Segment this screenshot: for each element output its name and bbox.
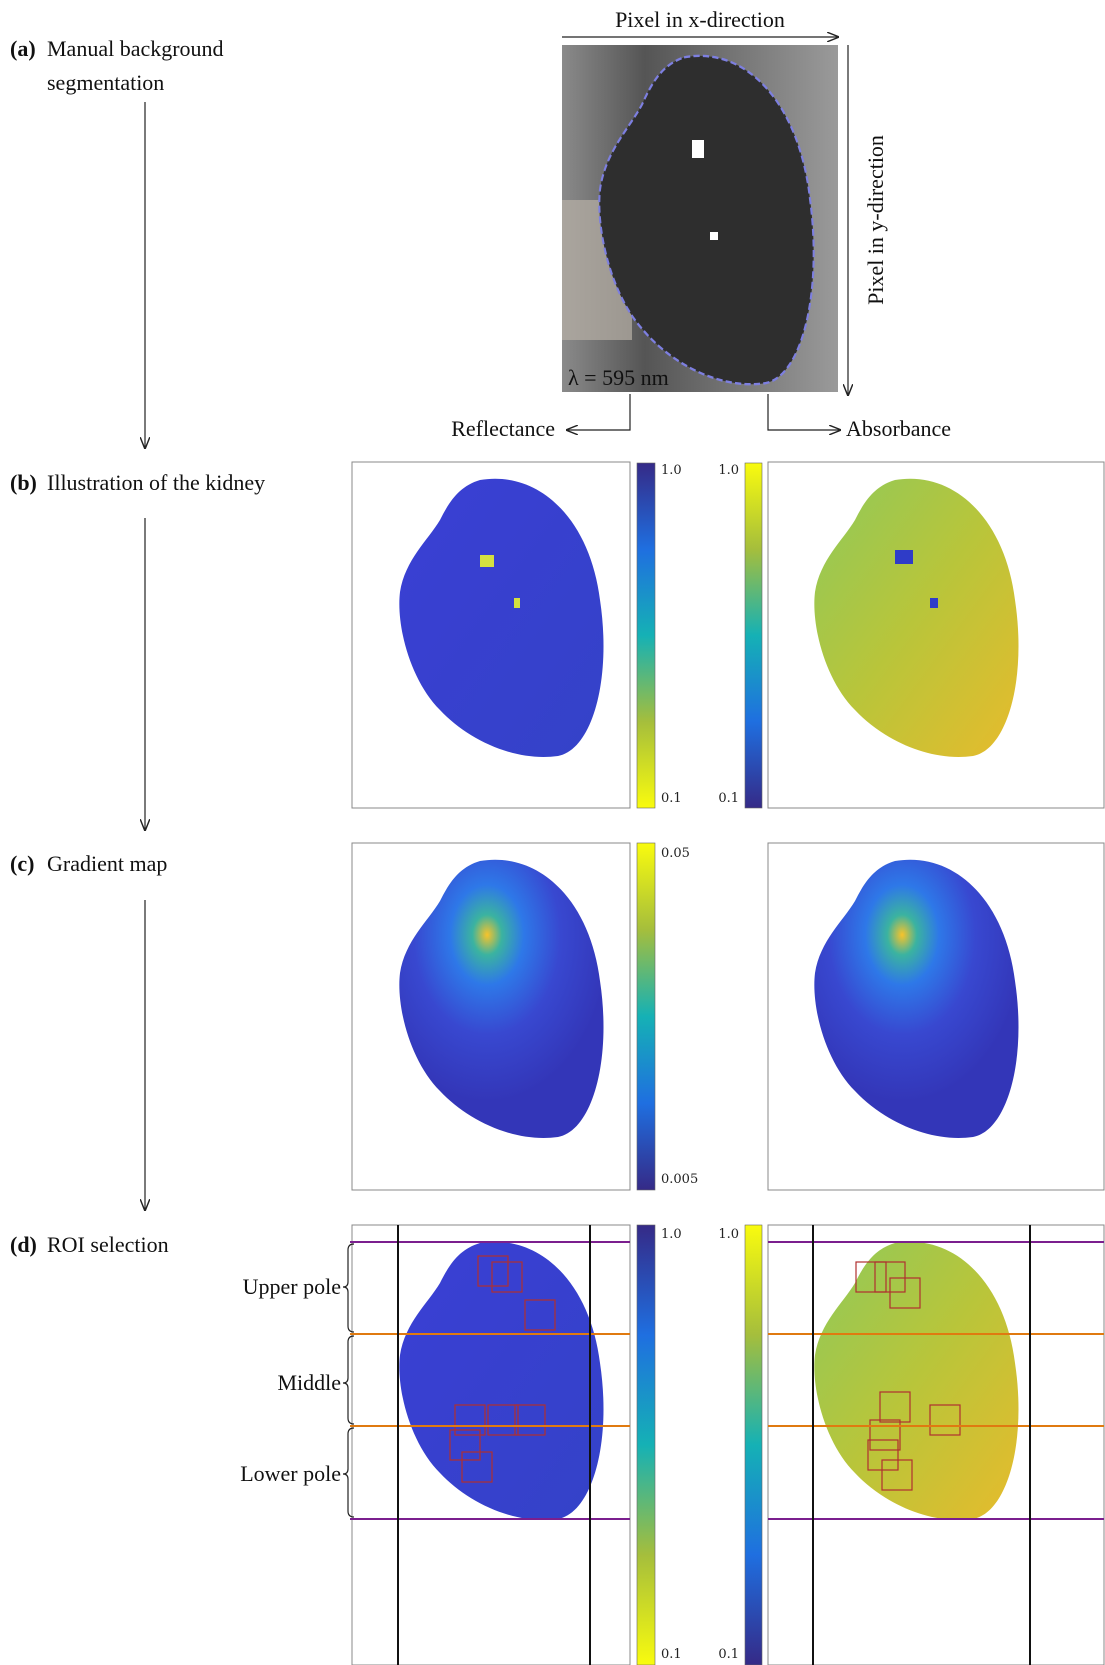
colorbar-tick: 0.05: [661, 846, 690, 861]
colorbar-tick: 1.0: [718, 1227, 739, 1242]
row-b: 1.0 0.1 1.0 0.1: [352, 462, 1104, 808]
roi-label: Middle: [277, 1370, 341, 1395]
row-d: Upper pole Middle Lower pole 1.0 0.1 1.0…: [240, 1225, 1104, 1665]
branch-label: Reflectance: [451, 416, 555, 441]
step-a: (a) Manual background segmentation: [10, 36, 224, 95]
colorbar-tick: 0.005: [661, 1172, 698, 1187]
y-axis-label: Pixel in y-direction: [863, 135, 888, 305]
step-text: Manual background: [47, 36, 224, 61]
colorbar-tick: 1.0: [661, 1227, 682, 1242]
step-c: (c) Gradient map: [10, 851, 167, 876]
step-text: Illustration of the kidney: [47, 470, 265, 495]
step-label: (b): [10, 470, 37, 495]
figure: (a) Manual background segmentation (b) I…: [0, 0, 1105, 1665]
roi-label: Upper pole: [243, 1274, 341, 1299]
colorbar-tick: 0.1: [661, 791, 682, 806]
step-text: Gradient map: [47, 851, 167, 876]
step-text: segmentation: [47, 70, 164, 95]
colorbar-tick: 1.0: [661, 463, 682, 478]
wavelength-label: λ = 595 nm: [568, 365, 669, 390]
step-d: (d) ROI selection: [10, 1232, 169, 1257]
colorbar-tick: 0.1: [718, 791, 739, 806]
top-panel: Pixel in x-direction Pixel in y-directio…: [451, 7, 951, 441]
row-c: 0.05 0.005: [352, 843, 1104, 1190]
step-label: (a): [10, 36, 36, 61]
step-label: (c): [10, 851, 34, 876]
step-text: ROI selection: [47, 1232, 169, 1257]
colorbar-tick: 0.1: [718, 1647, 739, 1662]
step-label: (d): [10, 1232, 37, 1257]
step-b: (b) Illustration of the kidney: [10, 470, 265, 495]
colorbar-tick: 0.1: [661, 1647, 682, 1662]
branch-label: Absorbance: [846, 416, 951, 441]
x-axis-label: Pixel in x-direction: [615, 7, 785, 32]
colorbar-tick: 1.0: [718, 463, 739, 478]
roi-label: Lower pole: [240, 1461, 341, 1486]
